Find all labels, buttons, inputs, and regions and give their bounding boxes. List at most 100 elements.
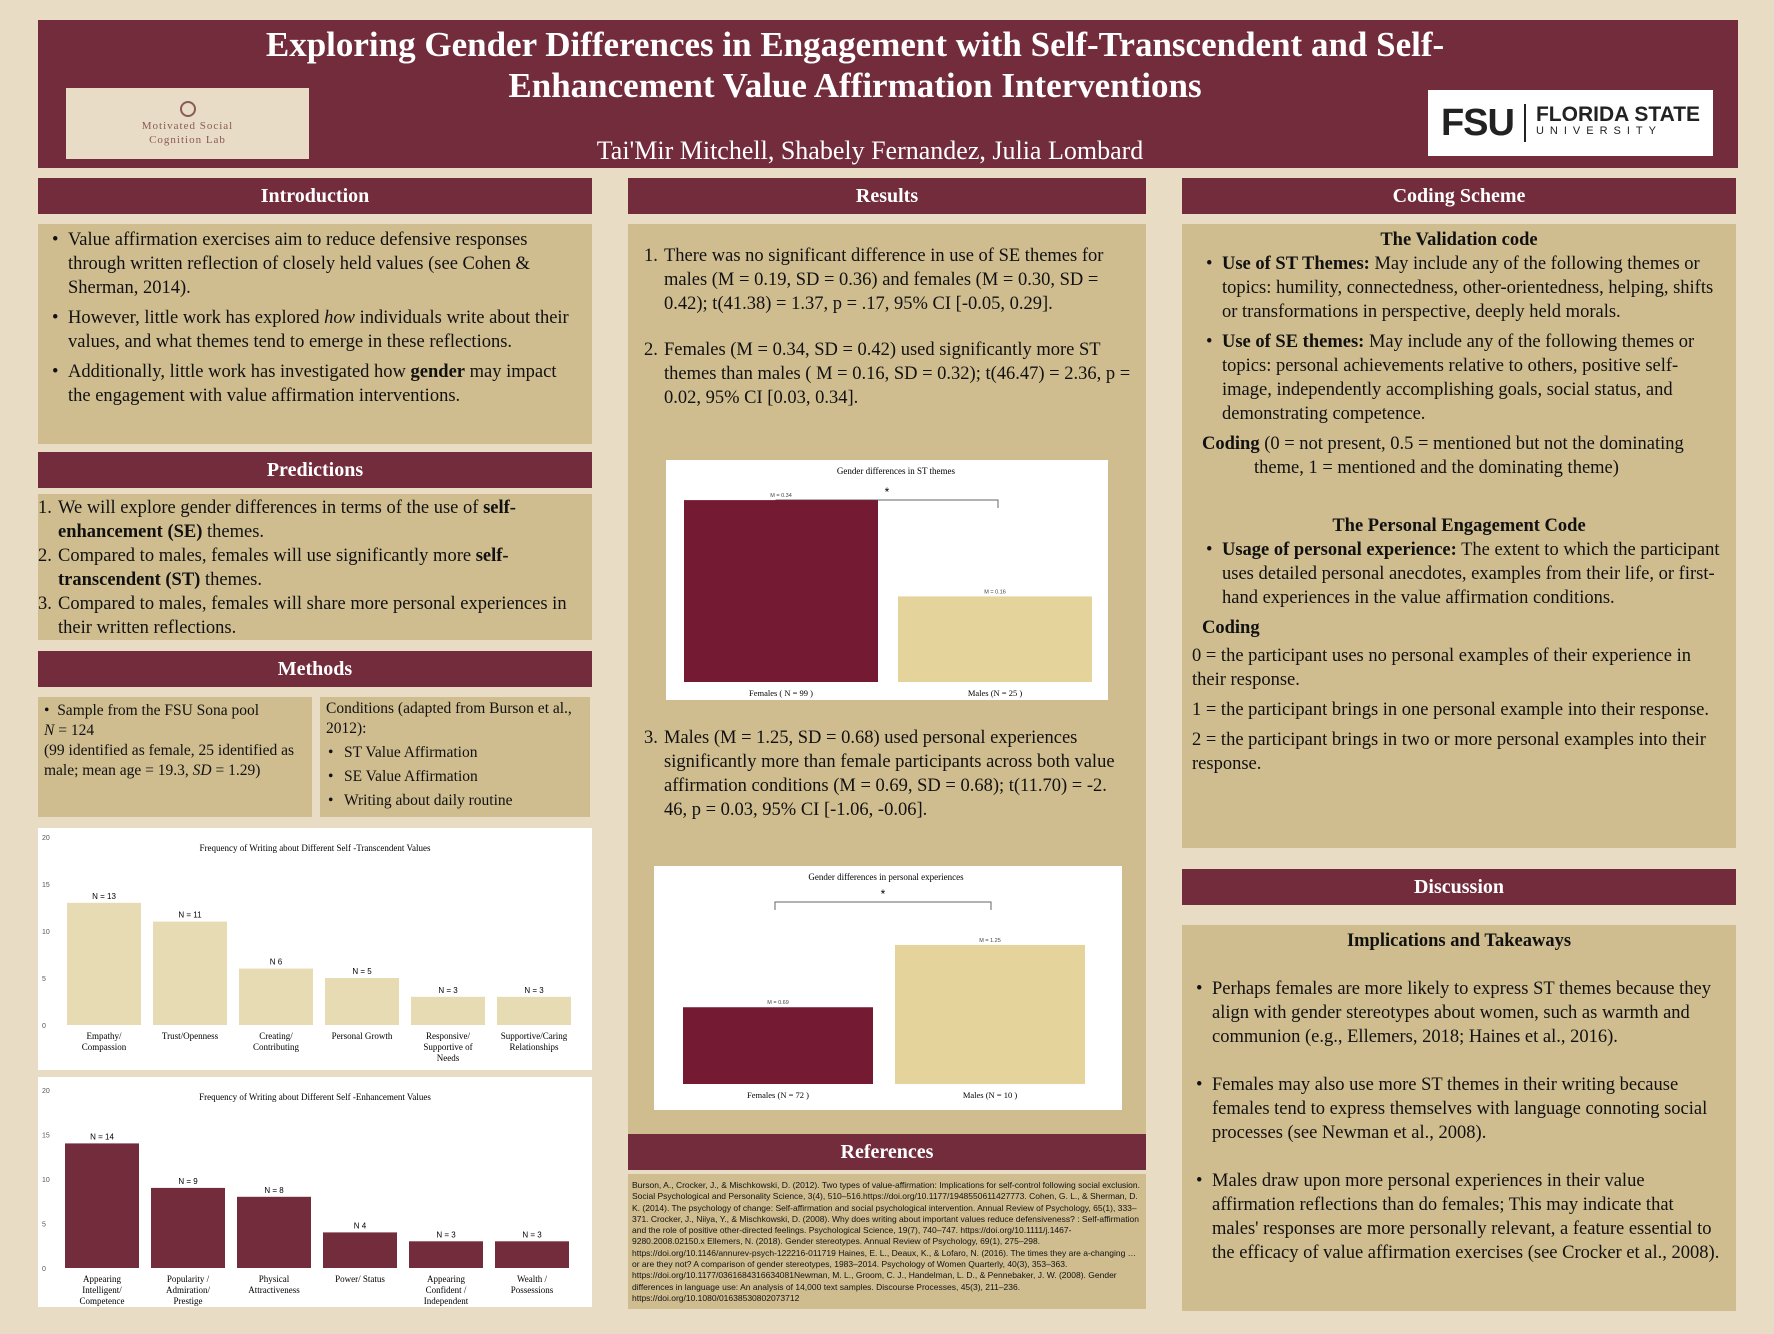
fsu-logo-name: FLORIDA STATE — [1535, 103, 1701, 126]
bar-data-label: N = 3 — [524, 986, 544, 995]
y-tick-label: 5 — [42, 1222, 46, 1229]
category-label: Relationships — [510, 1042, 559, 1052]
discussion-point-3: Males draw upon more personal experience… — [1194, 1169, 1724, 1265]
methods-n: N = 124 — [44, 722, 95, 739]
bar — [239, 968, 313, 1025]
references-text: Burson, A., Crocker, J., & Mischkowski, … — [632, 1180, 1140, 1303]
discussion-panel: Implications and Takeaways Perhaps femal… — [1182, 925, 1736, 1311]
bar-data-label: N = 3 — [438, 986, 458, 995]
significance-bracket — [774, 901, 992, 910]
category-label: Males (N = 10 ) — [963, 1090, 1018, 1100]
fsu-logo-sub: UNIVERSITY — [1535, 125, 1662, 137]
category-label: Empathy/ — [87, 1031, 122, 1041]
st-gender-chart: Gender differences in ST themes * M = 0.34… — [666, 460, 1108, 700]
chart-title: Frequency of Writing about Different Sel… — [199, 1092, 431, 1102]
pe-gender-chart: Gender differences in personal experienc… — [654, 866, 1122, 1110]
result-1: 1. There was no significant difference in… — [644, 246, 1104, 314]
bar — [684, 500, 878, 682]
discussion-point-1: Perhaps females are more likely to expre… — [1194, 977, 1724, 1049]
y-tick-label: 0 — [42, 1023, 46, 1030]
fsu-logo-mark: FSU — [1440, 101, 1515, 144]
introduction-panel: Value affirmation exercises aim to reduc… — [38, 224, 592, 444]
category-label: Compassion — [82, 1042, 127, 1052]
bar — [411, 996, 485, 1025]
category-label: Creating/ — [259, 1031, 293, 1041]
y-tick-label: 15 — [42, 1133, 50, 1140]
lab-logo-line1: Motivated Social — [141, 119, 234, 132]
category-label: Competence — [80, 1296, 125, 1306]
bar-data-label: M = 1.25 — [979, 938, 1001, 944]
se-values-chart: Frequency of Writing about Different Sel… — [38, 1077, 592, 1307]
chart-title: Gender differences in personal experienc… — [808, 872, 964, 882]
st-values-chart: Frequency of Writing about Different Sel… — [38, 828, 592, 1070]
predictions-heading: Predictions — [38, 452, 592, 488]
poster-authors: Tai'Mir Mitchell, Shabely Fernandez, Jul… — [596, 136, 1144, 165]
results-heading: Results — [628, 178, 1146, 214]
category-label: Appearing — [427, 1274, 465, 1284]
personal-experience-item: Usage of personal experience: The extent… — [1204, 538, 1726, 610]
chart-title: Gender differences in ST themes — [837, 466, 956, 476]
category-label: Attractiveness — [248, 1285, 300, 1295]
category-label: Responsive/ — [426, 1031, 470, 1041]
category-label: Confident / — [426, 1285, 467, 1295]
coding-panel: The Validation code Use of ST Themes: Ma… — [1182, 224, 1736, 848]
intro-bullet-3: Additionally, little work has investigat… — [50, 360, 580, 408]
category-label: Physical — [259, 1274, 290, 1284]
y-tick-label: 10 — [42, 1177, 50, 1184]
bar-data-label: N = 14 — [90, 1132, 114, 1141]
bar-data-label: M = 0.34 — [770, 493, 792, 499]
discussion-heading: Discussion — [1182, 869, 1736, 905]
intro-bullet-2: However, little work has explored how in… — [50, 306, 580, 354]
category-label: Supportive/Caring — [501, 1031, 568, 1041]
chart-title: Frequency of Writing about Different Sel… — [199, 843, 431, 853]
category-label: Prestige — [174, 1296, 203, 1306]
bar-data-label: N = 3 — [522, 1230, 542, 1239]
prediction-1: 1. We will explore gender differences in … — [38, 498, 516, 542]
bar — [151, 1187, 225, 1268]
methods-sample: • Sample from the FSU Sona pool — [44, 702, 260, 719]
category-label: Popularity / — [167, 1274, 210, 1284]
bar-data-label: N 6 — [270, 958, 283, 967]
prediction-3: 3. Compared to males, females will share … — [38, 594, 567, 638]
result-3: 3. Males (M = 1.25, SD = 0.68) used perso… — [644, 728, 1115, 820]
category-label: Intelligent/ — [82, 1285, 122, 1295]
y-tick-label: 15 — [42, 882, 50, 889]
category-label: Females (N = 72 ) — [747, 1090, 809, 1100]
bar — [325, 978, 399, 1025]
y-tick-label: 5 — [42, 976, 46, 983]
bar — [65, 1143, 139, 1268]
poster-title: Exploring Gender Differences in Engageme… — [265, 25, 1445, 105]
category-label: Appearing — [83, 1274, 121, 1284]
coding-heading: Coding Scheme — [1182, 178, 1736, 214]
references-panel: Burson, A., Crocker, J., & Mischkowski, … — [628, 1174, 1146, 1309]
personal-code-2: 2 = the participant brings in two or mor… — [1192, 730, 1706, 774]
category-label: Possessions — [511, 1285, 554, 1295]
personal-coding-label: Coding — [1202, 618, 1260, 638]
significance-marker: * — [885, 485, 890, 499]
result-2: 2. Females (M = 0.34, SD = 0.42) used sig… — [644, 340, 1131, 408]
references-heading: References — [628, 1134, 1146, 1170]
fsu-logo: FSU FLORIDA STATE UNIVERSITY — [1428, 90, 1713, 156]
discussion-point-2: Females may also use more ST themes in t… — [1194, 1073, 1724, 1145]
category-label: Contributing — [253, 1042, 300, 1052]
se-values-chart-svg: Frequency of Writing about Different Sel… — [42, 1088, 569, 1306]
result-3-wrap: 3. Males (M = 1.25, SD = 0.68) used perso… — [644, 726, 1134, 822]
prediction-2: 2. Compared to males, females will use si… — [38, 546, 509, 590]
condition-item: ST Value Affirmation — [326, 743, 584, 763]
validation-coding: Coding (0 = not present, 0.5 = mentioned… — [1202, 434, 1684, 478]
category-label: Wealth / — [517, 1274, 548, 1284]
y-tick-label: 0 — [42, 1266, 46, 1273]
y-tick-label: 20 — [42, 1088, 50, 1095]
se-themes-item: Use of SE themes: May include any of the… — [1204, 330, 1726, 426]
bar-data-label: N = 8 — [264, 1186, 284, 1195]
intro-bullet-1: Value affirmation exercises aim to reduc… — [50, 228, 580, 300]
st-themes-item: Use of ST Themes: May include any of the… — [1204, 252, 1726, 324]
category-label: Supportive of — [423, 1042, 472, 1052]
methods-demographics: (99 identified as female, 25 identified … — [44, 742, 295, 779]
conditions-heading: Conditions (adapted from Burson et al., … — [326, 700, 572, 737]
bar — [237, 1196, 311, 1268]
category-label: Independent — [424, 1296, 469, 1306]
bar — [67, 902, 141, 1025]
fsu-logo-text: FLORIDA STATE UNIVERSITY — [1535, 103, 1701, 139]
discussion-subheading: Implications and Takeaways — [1346, 931, 1572, 951]
